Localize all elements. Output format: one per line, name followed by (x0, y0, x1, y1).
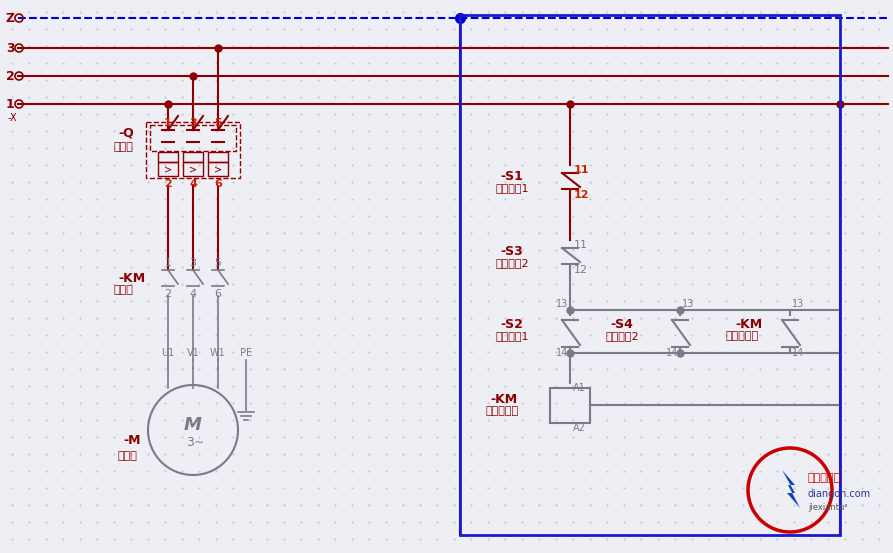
Text: 12: 12 (574, 190, 589, 200)
Bar (208, 162, 228, 176)
Text: -KM: -KM (735, 318, 762, 331)
Text: 3: 3 (6, 41, 14, 55)
Text: -S2: -S2 (500, 318, 523, 331)
Text: 6: 6 (214, 289, 221, 299)
Text: 1: 1 (6, 97, 15, 111)
Text: 接触器常开: 接触器常开 (725, 331, 758, 341)
Text: 13: 13 (682, 299, 694, 309)
Bar (183, 162, 203, 176)
Text: 启动按钮1: 启动按钮1 (495, 331, 529, 341)
Text: >: > (214, 164, 222, 174)
Text: V1: V1 (187, 348, 199, 358)
Text: 5: 5 (214, 118, 221, 128)
Bar (550, 388, 590, 423)
Text: 14: 14 (666, 348, 678, 358)
Text: 13: 13 (555, 299, 568, 309)
Bar (460, 15, 840, 535)
Bar (183, 152, 203, 162)
Text: 启动按钮2: 启动按钮2 (605, 331, 638, 341)
Text: 接触器: 接触器 (113, 285, 133, 295)
Text: 11: 11 (574, 240, 588, 250)
Text: 1: 1 (164, 258, 171, 268)
Text: 停止按钮2: 停止按钮2 (495, 258, 529, 268)
Text: >: > (189, 164, 197, 174)
Polygon shape (782, 470, 800, 508)
Text: A1: A1 (573, 383, 586, 393)
Text: -S1: -S1 (500, 170, 523, 183)
Text: 2: 2 (164, 289, 171, 299)
Text: 13: 13 (792, 299, 805, 309)
Text: 3: 3 (189, 118, 196, 128)
Bar (158, 152, 178, 162)
Text: U1: U1 (162, 348, 175, 358)
Text: -S3: -S3 (500, 245, 522, 258)
Text: W1: W1 (210, 348, 226, 358)
Text: 14: 14 (555, 348, 568, 358)
Text: 14: 14 (792, 348, 805, 358)
Text: 11: 11 (574, 165, 589, 175)
Text: 2: 2 (164, 179, 171, 189)
Text: -Q: -Q (118, 126, 134, 139)
Text: -X: -X (8, 113, 18, 123)
Text: A2: A2 (573, 423, 586, 433)
Text: 12: 12 (574, 265, 588, 275)
Text: jiexiantu²: jiexiantu² (808, 503, 847, 512)
Text: -KM: -KM (118, 272, 146, 285)
Text: 6: 6 (214, 179, 222, 189)
Bar (146, 122, 240, 178)
Text: 3: 3 (189, 258, 196, 268)
Bar (158, 162, 178, 176)
Text: 电动机: 电动机 (118, 451, 138, 461)
Text: -KM: -KM (490, 393, 517, 406)
Text: 5: 5 (214, 258, 221, 268)
Bar (150, 125, 236, 151)
Text: M: M (184, 416, 202, 434)
Text: Z: Z (6, 12, 15, 24)
Text: -S4: -S4 (610, 318, 633, 331)
Text: 3~: 3~ (186, 436, 204, 448)
Text: 4: 4 (189, 289, 196, 299)
Text: PE: PE (240, 348, 252, 358)
Text: 断路器: 断路器 (113, 142, 133, 152)
Text: 接触器线圈: 接触器线圈 (485, 406, 518, 416)
Text: diangon.com: diangon.com (808, 489, 872, 499)
Text: 2: 2 (6, 70, 15, 82)
Text: 电工学习网: 电工学习网 (808, 473, 841, 483)
Text: 停止按钮1: 停止按钮1 (495, 183, 529, 193)
Text: 4: 4 (189, 179, 197, 189)
Bar (208, 152, 228, 162)
Text: >: > (164, 164, 172, 174)
Text: -M: -M (123, 434, 140, 446)
Text: 1: 1 (164, 118, 171, 128)
